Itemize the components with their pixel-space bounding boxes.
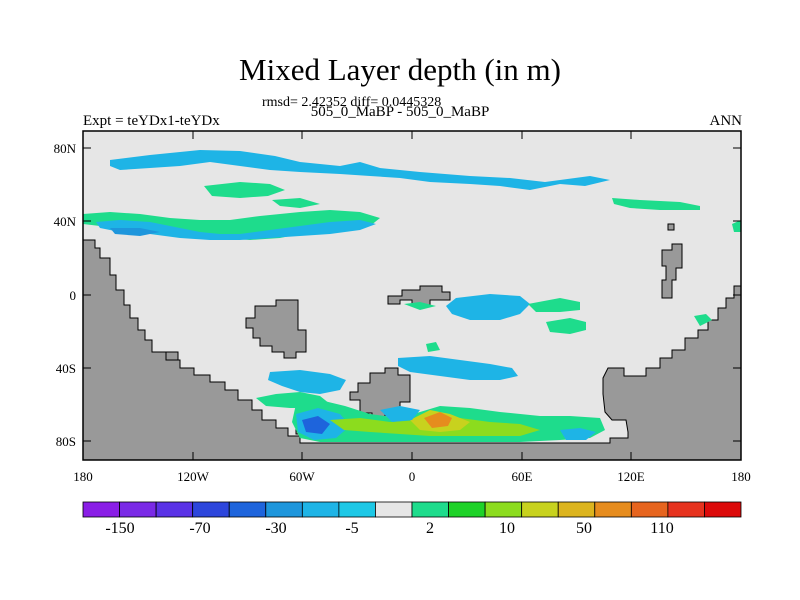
colorbar-box bbox=[338, 501, 376, 518]
field-eq-cyan bbox=[446, 294, 530, 320]
lon-label: 0 bbox=[409, 469, 416, 484]
colorbar-box bbox=[411, 501, 449, 518]
field-southern-cyan-east bbox=[560, 428, 596, 440]
lat-label: 80N bbox=[54, 141, 77, 156]
colorbar bbox=[82, 501, 742, 518]
field-north-green-2 bbox=[612, 198, 700, 210]
field-40n-blue bbox=[110, 228, 160, 236]
colorbar-box bbox=[119, 501, 157, 518]
lon-label: 60W bbox=[289, 469, 315, 484]
colorbar-box bbox=[448, 501, 486, 518]
field-40n-cyan bbox=[96, 220, 376, 240]
land-island-northeast bbox=[667, 223, 675, 231]
center-string: 505_0_MaBP - 505_0_MaBP bbox=[310, 104, 490, 120]
stats-line: rmsd= 2.42352 diff= 0.0445328 bbox=[262, 95, 442, 110]
colorbar-box bbox=[375, 501, 413, 518]
lon-label: 60E bbox=[512, 469, 533, 484]
colorbar-box bbox=[155, 501, 194, 518]
field-south-cyan-2 bbox=[268, 370, 346, 394]
land-bit-sw bbox=[165, 351, 179, 361]
colorbar-box bbox=[704, 501, 742, 518]
field-eq-green-west bbox=[404, 302, 436, 310]
field-eq-green-east bbox=[528, 298, 580, 312]
field-eq-green-4 bbox=[426, 342, 440, 352]
field-eq-green-3 bbox=[694, 314, 712, 326]
colorbar-box bbox=[192, 501, 230, 518]
field-southern-orange bbox=[424, 412, 452, 428]
lon-label: 180 bbox=[73, 469, 93, 484]
plot-title: Mixed Layer depth (in m) bbox=[239, 52, 561, 87]
colorbar-label: -70 bbox=[189, 520, 210, 537]
colorbar-label: -5 bbox=[345, 520, 358, 537]
mld-anomaly-fields bbox=[83, 150, 741, 442]
colorbar-box bbox=[265, 501, 303, 518]
field-southern-blue bbox=[302, 416, 330, 434]
colorbar-box bbox=[667, 501, 705, 518]
lat-label: 80S bbox=[56, 434, 76, 449]
land-central bbox=[245, 299, 307, 359]
lat-ticks bbox=[83, 147, 741, 442]
field-north-green-1 bbox=[204, 182, 285, 198]
colorbar-label: 10 bbox=[499, 520, 515, 537]
lon-label: 120W bbox=[177, 469, 210, 484]
land-island-center bbox=[387, 285, 451, 307]
lat-label: 0 bbox=[70, 288, 77, 303]
land-island-east bbox=[661, 243, 683, 299]
colorbar-box bbox=[630, 501, 669, 518]
colorbar-box bbox=[228, 501, 267, 518]
field-south-cyan bbox=[398, 356, 518, 380]
colorbar-label: -30 bbox=[265, 520, 286, 537]
left-string: Expt = teYDx1-teYDx bbox=[83, 113, 220, 129]
lat-label: 40N bbox=[54, 214, 77, 229]
colorbar-label: 50 bbox=[576, 520, 592, 537]
colorbar-box bbox=[557, 501, 596, 518]
field-north-cyan bbox=[110, 150, 610, 190]
colorbar-label: 110 bbox=[650, 520, 673, 537]
field-north-green-3 bbox=[272, 198, 320, 208]
right-string: ANN bbox=[709, 113, 743, 129]
colorbar-box bbox=[301, 501, 340, 518]
field-40n-east-green bbox=[732, 220, 741, 232]
colorbar-box bbox=[594, 501, 632, 518]
colorbar-box bbox=[521, 501, 559, 518]
lon-label: 180 bbox=[731, 469, 751, 484]
colorbar-label: 2 bbox=[426, 520, 434, 537]
lon-label: 120E bbox=[617, 469, 645, 484]
lon-ticks bbox=[82, 131, 742, 460]
field-eq-green-2 bbox=[546, 318, 586, 334]
colorbar-label: -150 bbox=[105, 520, 134, 537]
field-southern-cyan-center bbox=[380, 406, 420, 422]
lat-label: 40S bbox=[56, 361, 76, 376]
colorbar-box bbox=[82, 501, 120, 518]
colorbar-box bbox=[484, 501, 523, 518]
